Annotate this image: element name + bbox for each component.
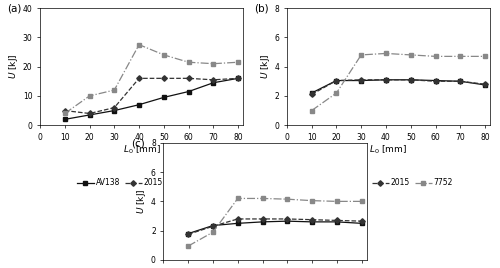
- Y-axis label: $U$ [kJ]: $U$ [kJ]: [7, 54, 20, 79]
- Y-axis label: $U$ [kJ]: $U$ [kJ]: [258, 54, 272, 79]
- X-axis label: $L_0$ [mm]: $L_0$ [mm]: [370, 143, 408, 156]
- Text: (a): (a): [8, 3, 22, 13]
- Legend: AV138, 2015, 7752: AV138, 2015, 7752: [324, 178, 453, 187]
- Y-axis label: $U$ [kJ]: $U$ [kJ]: [135, 189, 148, 214]
- Text: (c): (c): [131, 138, 144, 148]
- Legend: AV138, 2015, 7752: AV138, 2015, 7752: [77, 178, 206, 187]
- X-axis label: $L_0$ [mm]: $L_0$ [mm]: [122, 143, 160, 156]
- Text: (b): (b): [254, 3, 269, 13]
